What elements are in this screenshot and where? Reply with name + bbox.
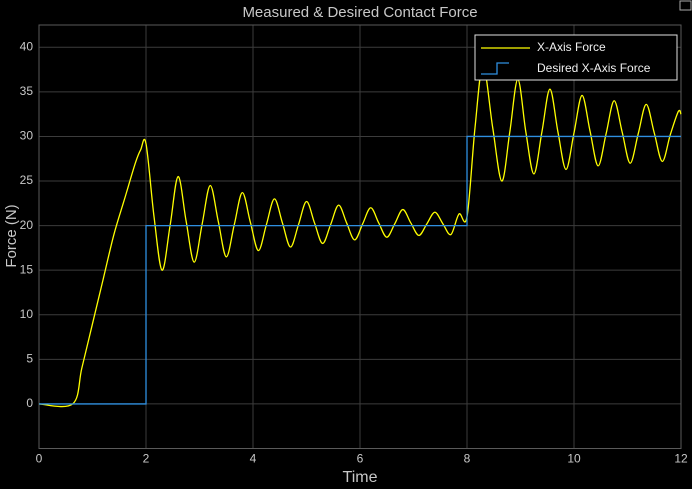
x-tick-label: 4 <box>250 452 257 466</box>
x-tick-label: 10 <box>567 452 581 466</box>
y-tick-label: 30 <box>20 129 34 143</box>
legend-swatch <box>481 62 509 75</box>
y-tick-label: 20 <box>20 218 34 232</box>
y-tick-label: 5 <box>26 352 33 366</box>
x-tick-label: 6 <box>357 452 364 466</box>
x-tick-label: 12 <box>674 452 688 466</box>
scope-icon[interactable] <box>679 0 692 11</box>
x-tick-label: 2 <box>143 452 150 466</box>
y-axis-label: Force (N) <box>3 204 20 267</box>
icon-frame[interactable] <box>679 0 692 11</box>
chart-title: Measured & Desired Contact Force <box>242 4 477 21</box>
y-tick-label: 35 <box>20 84 34 98</box>
y-tick-label: 10 <box>20 307 34 321</box>
plot-frame <box>38 24 682 449</box>
legend-label: Desired X-Axis Force <box>537 61 651 75</box>
x-tick-label: 0 <box>36 452 43 466</box>
x-tick-label: 8 <box>464 452 471 466</box>
x-axis-label: Time <box>343 469 378 486</box>
series-line <box>39 135 681 405</box>
legend-box <box>474 34 678 81</box>
y-tick-label: 0 <box>26 396 33 410</box>
legend-label: X-Axis Force <box>537 40 606 54</box>
legend: X-Axis Force Desired X-Axis Force <box>474 34 678 81</box>
y-tick-label: 40 <box>20 39 34 53</box>
series-line <box>38 64 682 408</box>
y-tick-label: 15 <box>20 262 34 276</box>
y-tick-label: 25 <box>20 173 34 187</box>
